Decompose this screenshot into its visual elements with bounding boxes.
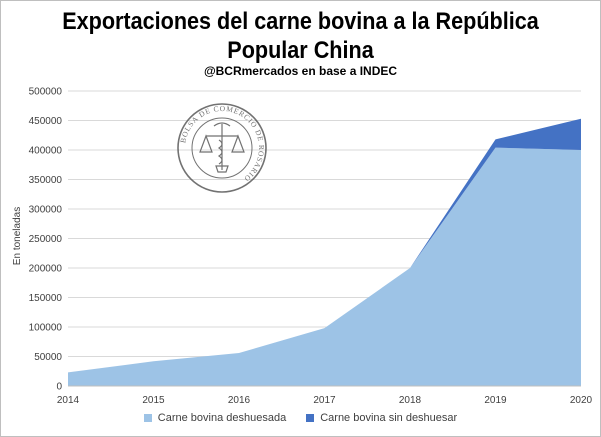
chart-axes: 0 50000 100000 150000 200000 250000 300000 3500… <box>29 87 593 407</box>
chart-areas <box>68 118 581 386</box>
scales-of-justice-icon <box>199 122 245 173</box>
area-series-1 <box>68 147 581 386</box>
y-tick-label: 450000 <box>29 116 63 127</box>
logo-watermark: BOLSA DE COMERCIO DE ROSARIO <box>177 103 267 193</box>
legend-label: Carne bovina deshuesada <box>157 412 287 424</box>
area-series-2 <box>68 118 581 373</box>
x-tick-label: 2016 <box>228 395 251 406</box>
y-tick-label: 250000 <box>29 234 63 245</box>
y-tick-label: 150000 <box>29 293 63 304</box>
y-tick-label: 0 <box>56 382 62 393</box>
chart-legend: Carne bovina deshuesada Carne bovina sin … <box>0 412 601 424</box>
y-tick-label: 100000 <box>29 323 63 334</box>
x-tick-label: 2017 <box>313 395 336 406</box>
legend-swatch <box>306 414 315 422</box>
chart-title-line-2: Popular China <box>227 37 374 64</box>
y-tick-label: 400000 <box>29 146 63 157</box>
y-axis-label: En toneladas <box>12 207 23 265</box>
seal-inner-ring <box>191 117 253 179</box>
y-tick-label: 300000 <box>29 205 63 216</box>
x-tick-label: 2014 <box>57 395 80 406</box>
x-tick-label: 2019 <box>484 395 507 406</box>
chart-subtitle: @BCRmercados en base a INDEC <box>203 64 398 78</box>
y-tick-label: 200000 <box>29 264 63 275</box>
legend-swatch <box>143 414 152 422</box>
seal-outer-ring <box>177 103 267 193</box>
x-tick-label: 2015 <box>142 395 165 406</box>
legend-label: Carne bovina sin deshuesar <box>320 412 458 424</box>
x-tick-label: 2018 <box>399 395 422 406</box>
y-tick-label: 350000 <box>29 175 63 186</box>
legend-item: Carne bovina sin deshuesar <box>306 412 457 424</box>
chart-title-line-1: Exportaciones del carne bovina a la Repú… <box>62 8 539 35</box>
y-tick-label: 50000 <box>34 352 62 363</box>
legend-item: Carne bovina deshuesada <box>143 412 287 424</box>
x-tick-label: 2020 <box>570 395 593 406</box>
y-tick-label: 500000 <box>29 87 63 98</box>
